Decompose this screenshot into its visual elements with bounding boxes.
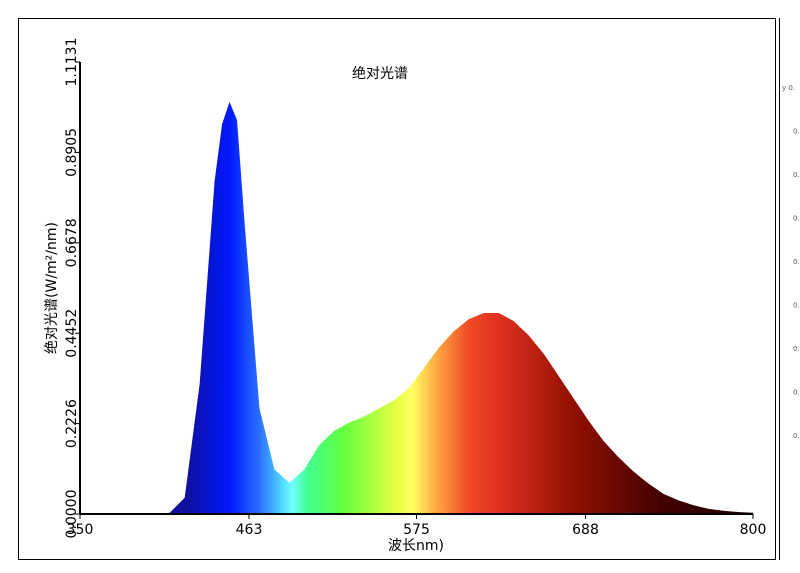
side-panel-label: 0. xyxy=(793,215,800,223)
y-tick-label: 0.0000 xyxy=(64,490,80,539)
side-panel-label: 0. xyxy=(793,389,800,397)
y-tick-label: 0.4452 xyxy=(64,309,80,358)
side-panel-label: 0. xyxy=(793,171,800,179)
y-tick-label: 1.1131 xyxy=(64,38,80,87)
y-axis-label: 绝对光谱(W/m²/nm) xyxy=(44,222,60,354)
x-tick-label: 800 xyxy=(740,522,767,538)
x-axis-label: 波长nm) xyxy=(388,538,444,554)
frame xyxy=(18,18,776,560)
side-panel-label: 0. xyxy=(793,128,800,136)
side-panel-label: 0. xyxy=(793,302,800,310)
side-panel-label: y 0. xyxy=(782,84,795,92)
y-tick-label: 0.8905 xyxy=(64,128,80,177)
side-panel-label: 0. xyxy=(793,345,800,353)
y-tick-label: 0.2226 xyxy=(64,399,80,448)
y-tick-label: 0.6678 xyxy=(64,218,80,267)
x-tick-label: 688 xyxy=(572,522,599,538)
side-panel-label: 0. xyxy=(793,432,800,440)
spectrum-area xyxy=(154,101,753,514)
side-panel-label: 0. xyxy=(793,258,800,266)
x-tick-label: 575 xyxy=(403,522,430,538)
x-tick-label: 350 xyxy=(67,522,94,538)
chart-title: 绝对光谱 xyxy=(352,66,408,82)
x-tick-label: 463 xyxy=(236,522,263,538)
